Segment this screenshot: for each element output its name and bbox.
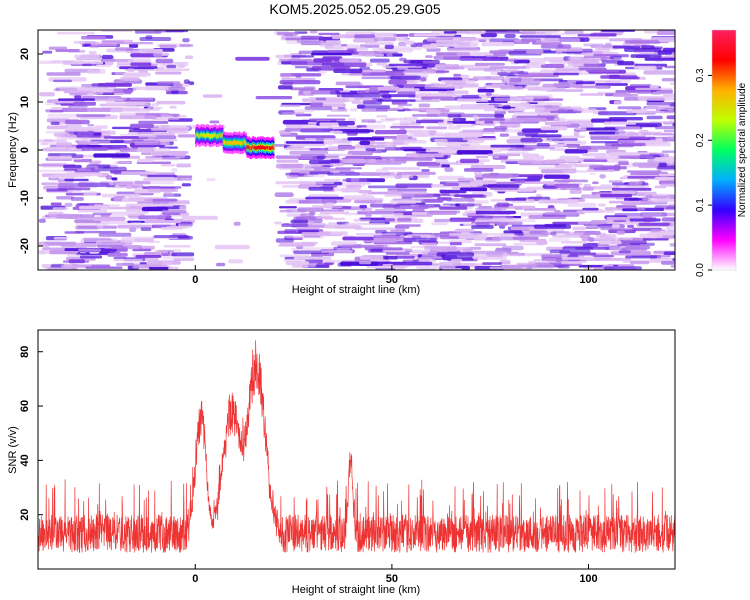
y-tick-label: 20 — [19, 509, 31, 521]
signal-feature-cell — [245, 141, 247, 146]
snr-y-ticks: 20 40 60 80 — [19, 346, 43, 521]
signal-feature-cell — [200, 133, 202, 137]
colorbar: 0.0 0.1 0.2 0.3 Normalized spectral amplitu… — [695, 29, 748, 277]
y-tick-label: 40 — [19, 454, 31, 466]
signal-feature-cell — [244, 140, 247, 145]
snr-x-axis-label: Height of straight line (km) — [292, 584, 420, 596]
signal-feature-cell — [250, 146, 252, 151]
x-tick-label: 50 — [386, 274, 398, 286]
colorbar-tick-label: 0.1 — [695, 198, 706, 212]
y-tick-label: -20 — [19, 238, 31, 254]
signal-feature-cell — [198, 133, 200, 138]
y-tick-label: 20 — [19, 48, 31, 60]
signal-feature-cell — [224, 140, 226, 145]
signal-feature-cell — [199, 134, 201, 139]
signal-feature-cell — [219, 133, 222, 138]
signal-feature-cell — [271, 145, 273, 150]
signal-feature-cell — [251, 146, 253, 150]
signal-feature-cell — [201, 132, 203, 137]
signal-feature-cell — [243, 140, 245, 144]
snr-panel: 0 50 100 20 40 60 80 Height of straight line … — [7, 329, 676, 596]
signal-feature-cell — [217, 134, 220, 138]
colorbar-gradient — [711, 29, 737, 271]
y-tick-label: 0 — [19, 147, 31, 153]
colorbar-ticks: 0.0 0.1 0.2 0.3 — [695, 68, 712, 277]
spectrogram-x-axis-label: Height of straight line (km) — [292, 284, 420, 296]
x-tick-label: 100 — [579, 274, 597, 286]
signal-peak — [227, 141, 242, 145]
signal-feature-cell — [196, 132, 198, 137]
colorbar-label: Normalized spectral amplitude — [737, 82, 748, 217]
signal-feature-cell — [214, 132, 217, 137]
signal-feature-cell — [218, 133, 221, 137]
signal-feature-cell — [195, 134, 197, 139]
signal-feature-cell — [246, 144, 248, 149]
signal-feature-cell — [267, 145, 269, 150]
snr-frame — [37, 329, 676, 570]
signal-feature-cell — [248, 145, 250, 149]
x-tick-label: 0 — [192, 274, 198, 286]
signal-feature-cell — [216, 134, 219, 138]
colorbar-tick-label: 0.0 — [695, 263, 706, 277]
signal-feature-cell — [272, 145, 274, 150]
snr-series-line — [38, 340, 675, 553]
signal-features — [195, 124, 275, 159]
snr-y-axis-label: SNR (v/v) — [7, 426, 19, 474]
signal-feature-cell — [220, 133, 223, 138]
signal-feature-cell — [252, 144, 254, 149]
y-tick-label: 80 — [19, 346, 31, 358]
signal-feature-cell — [215, 134, 218, 139]
signal-feature-cell — [222, 139, 225, 144]
colorbar-tick-label: 0.2 — [695, 133, 706, 147]
signal-feature-cell — [249, 146, 251, 151]
signal-feature-cell — [225, 141, 227, 145]
spectrogram-y-axis-label: Frequency (Hz) — [7, 112, 19, 188]
signal-feature-cell — [272, 146, 275, 151]
signal-feature-cell — [221, 133, 224, 138]
signal-feature-cell — [197, 132, 199, 137]
signal-feature-cell — [223, 140, 226, 144]
spectrogram-panel: 0 50 100 -20 -10 0 10 20 Height of straight li… — [7, 29, 748, 296]
signal-feature-cell — [270, 146, 272, 151]
signal-peak — [202, 133, 216, 138]
snr-x-ticks: 0 50 100 — [192, 564, 598, 585]
chart-title: KOM5.2025.052.05.29.G05 — [269, 1, 440, 17]
y-tick-label: 60 — [19, 400, 31, 412]
signal-feature-cell — [242, 141, 244, 146]
spectrogram-cells — [38, 30, 675, 270]
x-tick-label: 0 — [192, 573, 198, 585]
colorbar-tick-label: 0.3 — [695, 68, 706, 82]
y-tick-label: 10 — [19, 96, 31, 108]
signal-feature-cell — [269, 146, 271, 150]
signal-peak — [253, 145, 268, 150]
signal-feature-cell — [268, 146, 270, 150]
spectrogram-x-ticks: 0 50 100 — [192, 265, 598, 286]
signal-feature-cell — [226, 141, 228, 145]
signal-feature-cell — [241, 141, 243, 146]
x-tick-label: 100 — [579, 573, 597, 585]
signal-feature-cell — [243, 139, 246, 144]
signal-feature-cell — [247, 145, 249, 150]
spectrogram-y-ticks: -20 -10 0 10 20 — [19, 48, 43, 254]
y-tick-label: -10 — [19, 190, 31, 206]
x-tick-label: 50 — [386, 573, 398, 585]
